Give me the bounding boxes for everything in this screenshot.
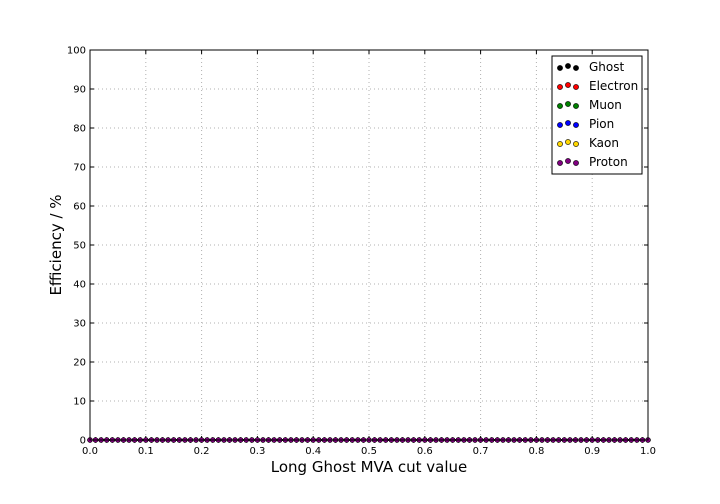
legend-marker	[573, 65, 579, 71]
legend-marker	[565, 120, 571, 126]
y-tick-label: 60	[73, 202, 86, 213]
legend: Ghost Electron Muon Pion Kaon Proton	[551, 55, 643, 175]
legend-item-muon: Muon	[557, 98, 622, 112]
x-axis-label: Long Ghost MVA cut value	[271, 458, 468, 476]
series-proton	[87, 437, 651, 443]
legend-label: Ghost	[589, 60, 624, 74]
x-tick-label: 0.2	[194, 446, 210, 457]
legend-item-kaon: Kaon	[557, 136, 619, 150]
legend-label: Pion	[589, 117, 614, 131]
y-tick-label: 90	[73, 85, 86, 96]
legend-marker	[557, 160, 563, 166]
y-tick-label: 40	[73, 280, 86, 291]
legend-marker	[565, 158, 571, 164]
x-tick-label: 0.6	[417, 446, 433, 457]
legend-marker	[573, 160, 579, 166]
legend-marker	[573, 122, 579, 128]
x-tick-label: 0.5	[361, 446, 377, 457]
x-tick-label: 0.7	[473, 446, 489, 457]
legend-marker	[573, 84, 579, 90]
legend-item-ghost: Ghost	[557, 60, 624, 74]
legend-marker	[557, 84, 563, 90]
x-tick-label: 0.0	[82, 446, 98, 457]
x-tick-label: 0.4	[305, 446, 321, 457]
legend-marker	[573, 103, 579, 109]
legend-marker	[557, 122, 563, 128]
legend-marker	[565, 139, 571, 145]
y-tick-label: 50	[73, 241, 86, 252]
legend-marker	[557, 65, 563, 71]
x-tick-label: 0.1	[138, 446, 154, 457]
legend-item-pion: Pion	[557, 117, 614, 131]
x-tick-label: 1.0	[640, 446, 656, 457]
legend-marker	[557, 141, 563, 147]
legend-marker	[565, 63, 571, 69]
x-tick-label: 0.8	[528, 446, 544, 457]
legend-marker	[573, 141, 579, 147]
legend-label: Proton	[589, 155, 628, 169]
y-tick-label: 70	[73, 163, 86, 174]
legend-item-electron: Electron	[557, 79, 638, 93]
x-tick-label: 0.9	[584, 446, 600, 457]
legend-label: Kaon	[589, 136, 619, 150]
legend-marker	[565, 101, 571, 107]
y-tick-label: 100	[67, 46, 86, 57]
y-tick-label: 30	[73, 319, 86, 330]
legend-marker	[565, 82, 571, 88]
y-tick-label: 10	[73, 397, 86, 408]
y-axis-label: Efficiency / %	[47, 194, 65, 295]
legend-item-proton: Proton	[557, 155, 628, 169]
legend-label: Muon	[589, 98, 622, 112]
plot-frame	[89, 49, 649, 441]
legend-marker	[557, 103, 563, 109]
legend-box	[551, 55, 643, 175]
legend-label: Electron	[589, 79, 638, 93]
x-tick-label: 0.3	[249, 446, 265, 457]
y-tick-label: 80	[73, 124, 86, 135]
y-tick-label: 0	[80, 436, 86, 447]
y-tick-label: 20	[73, 358, 86, 369]
